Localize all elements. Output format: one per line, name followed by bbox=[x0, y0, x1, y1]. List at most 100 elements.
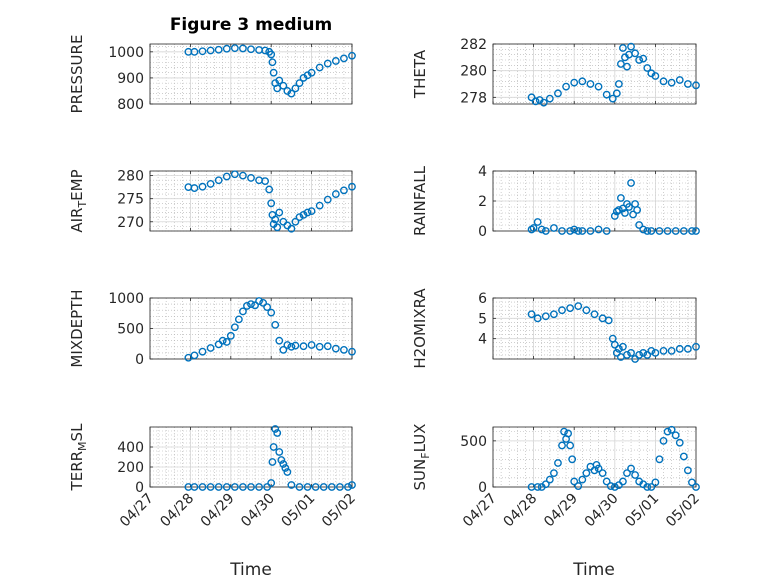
data-point bbox=[255, 297, 263, 305]
data-point bbox=[643, 483, 652, 491]
data-point bbox=[275, 76, 284, 85]
data-point bbox=[570, 78, 579, 87]
data-point bbox=[295, 79, 304, 88]
data-point bbox=[602, 227, 611, 235]
subplot-1: 800 900 1000 PRESSURE bbox=[68, 35, 356, 113]
data-point bbox=[299, 342, 308, 351]
data-point bbox=[578, 227, 587, 235]
data-point bbox=[247, 300, 255, 308]
data-point bbox=[190, 483, 199, 491]
data-point bbox=[206, 483, 215, 491]
data-point bbox=[239, 483, 247, 491]
data-point bbox=[269, 443, 278, 451]
y-tick-label: 280 bbox=[460, 64, 487, 80]
data-point bbox=[323, 59, 332, 68]
subplot-8: 0 500 SUNFLUX 04/27 04/28 04/29 04/30 05/01 05/0… bbox=[411, 424, 703, 531]
data-point bbox=[323, 342, 332, 351]
data-point bbox=[315, 201, 324, 210]
data-point bbox=[625, 203, 633, 211]
data-point bbox=[279, 345, 288, 354]
data-point bbox=[574, 302, 583, 311]
data-point bbox=[344, 483, 352, 491]
data-point bbox=[234, 315, 243, 324]
data-point bbox=[683, 80, 692, 88]
data-point bbox=[550, 310, 558, 319]
y-axis-label: AIRTEMP bbox=[68, 169, 89, 232]
data-point bbox=[675, 344, 684, 353]
data-point bbox=[527, 310, 536, 319]
data-point bbox=[619, 342, 627, 351]
data-point bbox=[214, 483, 223, 491]
data-point bbox=[315, 342, 324, 351]
data-point bbox=[578, 77, 587, 86]
data-point bbox=[247, 45, 255, 54]
data-point bbox=[688, 227, 696, 235]
data-point bbox=[335, 483, 344, 491]
x-tick-label: 04/28 bbox=[501, 491, 541, 531]
data-point bbox=[269, 68, 278, 77]
data-point bbox=[667, 425, 676, 434]
data-point bbox=[639, 348, 648, 357]
data-point bbox=[635, 221, 644, 229]
data-point bbox=[610, 340, 619, 349]
data-point bbox=[265, 185, 274, 194]
data-point bbox=[275, 448, 284, 456]
data-point bbox=[602, 477, 611, 486]
y-tick-label: 400 bbox=[117, 440, 144, 456]
data-point bbox=[692, 227, 700, 235]
data-point bbox=[541, 312, 550, 321]
data-point bbox=[206, 344, 215, 352]
data-point bbox=[190, 47, 199, 56]
data-point bbox=[307, 68, 316, 77]
data-point bbox=[582, 469, 591, 478]
data-point bbox=[222, 44, 231, 53]
data-point bbox=[659, 346, 668, 355]
data-point bbox=[230, 323, 239, 332]
data-point bbox=[675, 76, 684, 84]
subplot-4: 0 2 4 RAINFALL bbox=[411, 164, 700, 240]
subplot-2: 278 280 282 THETA bbox=[411, 37, 700, 107]
data-point bbox=[214, 176, 223, 185]
y-tick-label: 6 bbox=[478, 291, 487, 307]
data-point bbox=[639, 54, 648, 63]
data-point bbox=[655, 227, 664, 235]
y-tick-label: 2 bbox=[478, 194, 487, 210]
data-point bbox=[190, 184, 199, 192]
data-point bbox=[627, 348, 635, 357]
data-point bbox=[651, 72, 660, 80]
data-point bbox=[331, 190, 340, 198]
data-point bbox=[667, 78, 676, 87]
data-point bbox=[230, 170, 239, 179]
x-tick-label: 05/02 bbox=[319, 491, 359, 531]
data-point bbox=[273, 223, 282, 232]
data-point bbox=[610, 212, 619, 220]
data-point bbox=[198, 182, 207, 191]
data-point bbox=[348, 51, 356, 60]
data-point bbox=[218, 336, 227, 345]
y-tick-label: 1000 bbox=[108, 291, 144, 307]
data-point bbox=[558, 441, 566, 450]
data-point bbox=[671, 431, 680, 440]
data-point bbox=[614, 206, 623, 214]
data-point bbox=[537, 225, 546, 234]
subplot-3: 270 275 280 AIRTEMP bbox=[68, 169, 356, 233]
data-point bbox=[570, 225, 579, 234]
data-point bbox=[631, 355, 639, 363]
data-point bbox=[562, 82, 570, 91]
x-tick-label: 05/01 bbox=[622, 491, 662, 531]
x-axis-label-right: Time bbox=[572, 560, 615, 580]
data-point bbox=[331, 57, 340, 65]
data-point bbox=[281, 464, 290, 472]
x-tick-label: 05/01 bbox=[279, 491, 319, 531]
data-point bbox=[683, 466, 692, 475]
y-tick-label: 275 bbox=[117, 192, 144, 208]
data-point bbox=[263, 483, 272, 491]
y-axis-label: THETA bbox=[411, 49, 429, 99]
data-point bbox=[206, 46, 215, 55]
data-point bbox=[271, 215, 280, 224]
data-point bbox=[348, 182, 356, 191]
data-point bbox=[230, 44, 239, 53]
data-point bbox=[261, 177, 270, 186]
data-point bbox=[214, 45, 223, 54]
data-point bbox=[683, 344, 692, 353]
